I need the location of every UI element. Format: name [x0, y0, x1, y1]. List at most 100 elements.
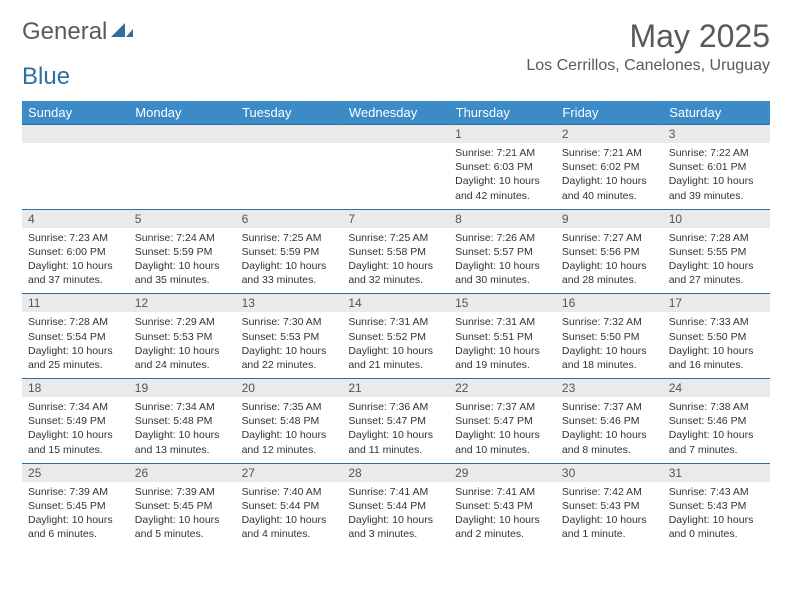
day-number: 4: [22, 209, 129, 228]
month-title: May 2025: [526, 18, 770, 55]
sunrise-text: Sunrise: 7:31 AM: [455, 315, 550, 329]
day-detail: Sunrise: 7:31 AMSunset: 5:51 PMDaylight:…: [449, 312, 556, 378]
sunset-text: Sunset: 5:59 PM: [135, 245, 230, 259]
sunset-text: Sunset: 5:48 PM: [135, 414, 230, 428]
sunset-text: Sunset: 5:51 PM: [455, 330, 550, 344]
sunrise-text: Sunrise: 7:32 AM: [562, 315, 657, 329]
weekday-header: Friday: [556, 101, 663, 125]
daylight-text: Daylight: 10 hours and 1 minute.: [562, 513, 657, 541]
sunset-text: Sunset: 6:03 PM: [455, 160, 550, 174]
day-number: [22, 125, 129, 144]
day-detail: Sunrise: 7:31 AMSunset: 5:52 PMDaylight:…: [342, 312, 449, 378]
weekday-header: Saturday: [663, 101, 770, 125]
day-detail: Sunrise: 7:39 AMSunset: 5:45 PMDaylight:…: [129, 482, 236, 548]
day-detail-row: Sunrise: 7:21 AMSunset: 6:03 PMDaylight:…: [22, 143, 770, 209]
sunrise-text: Sunrise: 7:25 AM: [242, 231, 337, 245]
day-detail: Sunrise: 7:23 AMSunset: 6:00 PMDaylight:…: [22, 228, 129, 294]
daylight-text: Daylight: 10 hours and 0 minutes.: [669, 513, 764, 541]
day-number: 13: [236, 294, 343, 313]
sunrise-text: Sunrise: 7:33 AM: [669, 315, 764, 329]
sunrise-text: Sunrise: 7:41 AM: [348, 485, 443, 499]
sunrise-text: Sunrise: 7:28 AM: [28, 315, 123, 329]
sunrise-text: Sunrise: 7:31 AM: [348, 315, 443, 329]
sunrise-text: Sunrise: 7:27 AM: [562, 231, 657, 245]
day-detail: [22, 143, 129, 209]
daylight-text: Daylight: 10 hours and 12 minutes.: [242, 428, 337, 456]
sunrise-text: Sunrise: 7:34 AM: [28, 400, 123, 414]
day-detail: Sunrise: 7:30 AMSunset: 5:53 PMDaylight:…: [236, 312, 343, 378]
daylight-text: Daylight: 10 hours and 40 minutes.: [562, 174, 657, 202]
day-detail: Sunrise: 7:22 AMSunset: 6:01 PMDaylight:…: [663, 143, 770, 209]
sunset-text: Sunset: 5:45 PM: [28, 499, 123, 513]
day-detail: Sunrise: 7:21 AMSunset: 6:03 PMDaylight:…: [449, 143, 556, 209]
day-number: 2: [556, 125, 663, 144]
sunrise-text: Sunrise: 7:37 AM: [455, 400, 550, 414]
weekday-header: Thursday: [449, 101, 556, 125]
day-detail: Sunrise: 7:33 AMSunset: 5:50 PMDaylight:…: [663, 312, 770, 378]
sunrise-text: Sunrise: 7:34 AM: [135, 400, 230, 414]
sunset-text: Sunset: 5:50 PM: [669, 330, 764, 344]
sunset-text: Sunset: 5:47 PM: [348, 414, 443, 428]
day-number: 10: [663, 209, 770, 228]
day-number-row: 18192021222324: [22, 379, 770, 398]
daylight-text: Daylight: 10 hours and 22 minutes.: [242, 344, 337, 372]
day-detail: Sunrise: 7:21 AMSunset: 6:02 PMDaylight:…: [556, 143, 663, 209]
sunrise-text: Sunrise: 7:24 AM: [135, 231, 230, 245]
day-detail: Sunrise: 7:38 AMSunset: 5:46 PMDaylight:…: [663, 397, 770, 463]
day-number: 20: [236, 379, 343, 398]
sunrise-text: Sunrise: 7:37 AM: [562, 400, 657, 414]
day-detail: Sunrise: 7:27 AMSunset: 5:56 PMDaylight:…: [556, 228, 663, 294]
day-detail: Sunrise: 7:35 AMSunset: 5:48 PMDaylight:…: [236, 397, 343, 463]
daylight-text: Daylight: 10 hours and 3 minutes.: [348, 513, 443, 541]
sunrise-text: Sunrise: 7:43 AM: [669, 485, 764, 499]
daylight-text: Daylight: 10 hours and 10 minutes.: [455, 428, 550, 456]
weekday-header: Tuesday: [236, 101, 343, 125]
daylight-text: Daylight: 10 hours and 24 minutes.: [135, 344, 230, 372]
day-number: 25: [22, 463, 129, 482]
daylight-text: Daylight: 10 hours and 15 minutes.: [28, 428, 123, 456]
daylight-text: Daylight: 10 hours and 18 minutes.: [562, 344, 657, 372]
day-number: [342, 125, 449, 144]
day-number: 23: [556, 379, 663, 398]
day-number: 11: [22, 294, 129, 313]
sunrise-text: Sunrise: 7:42 AM: [562, 485, 657, 499]
sunset-text: Sunset: 5:46 PM: [669, 414, 764, 428]
day-number: [129, 125, 236, 144]
daylight-text: Daylight: 10 hours and 39 minutes.: [669, 174, 764, 202]
daylight-text: Daylight: 10 hours and 6 minutes.: [28, 513, 123, 541]
logo: General: [22, 18, 135, 46]
daylight-text: Daylight: 10 hours and 21 minutes.: [348, 344, 443, 372]
day-detail-row: Sunrise: 7:39 AMSunset: 5:45 PMDaylight:…: [22, 482, 770, 548]
day-detail: Sunrise: 7:43 AMSunset: 5:43 PMDaylight:…: [663, 482, 770, 548]
daylight-text: Daylight: 10 hours and 2 minutes.: [455, 513, 550, 541]
sunset-text: Sunset: 5:49 PM: [28, 414, 123, 428]
day-detail: Sunrise: 7:41 AMSunset: 5:44 PMDaylight:…: [342, 482, 449, 548]
daylight-text: Daylight: 10 hours and 42 minutes.: [455, 174, 550, 202]
day-number: 8: [449, 209, 556, 228]
day-number: 21: [342, 379, 449, 398]
daylight-text: Daylight: 10 hours and 37 minutes.: [28, 259, 123, 287]
daylight-text: Daylight: 10 hours and 19 minutes.: [455, 344, 550, 372]
daylight-text: Daylight: 10 hours and 35 minutes.: [135, 259, 230, 287]
day-number: 22: [449, 379, 556, 398]
sunrise-text: Sunrise: 7:21 AM: [562, 146, 657, 160]
sunrise-text: Sunrise: 7:30 AM: [242, 315, 337, 329]
sunset-text: Sunset: 5:43 PM: [455, 499, 550, 513]
sunset-text: Sunset: 5:46 PM: [562, 414, 657, 428]
sunrise-text: Sunrise: 7:23 AM: [28, 231, 123, 245]
day-detail: [342, 143, 449, 209]
day-number: 30: [556, 463, 663, 482]
sunrise-text: Sunrise: 7:22 AM: [669, 146, 764, 160]
day-detail: Sunrise: 7:32 AMSunset: 5:50 PMDaylight:…: [556, 312, 663, 378]
daylight-text: Daylight: 10 hours and 7 minutes.: [669, 428, 764, 456]
day-number: 15: [449, 294, 556, 313]
daylight-text: Daylight: 10 hours and 27 minutes.: [669, 259, 764, 287]
daylight-text: Daylight: 10 hours and 5 minutes.: [135, 513, 230, 541]
weekday-header: Sunday: [22, 101, 129, 125]
sunset-text: Sunset: 5:45 PM: [135, 499, 230, 513]
day-detail: Sunrise: 7:24 AMSunset: 5:59 PMDaylight:…: [129, 228, 236, 294]
sunset-text: Sunset: 5:59 PM: [242, 245, 337, 259]
day-detail: Sunrise: 7:39 AMSunset: 5:45 PMDaylight:…: [22, 482, 129, 548]
location: Los Cerrillos, Canelones, Uruguay: [526, 57, 770, 75]
sunset-text: Sunset: 6:00 PM: [28, 245, 123, 259]
